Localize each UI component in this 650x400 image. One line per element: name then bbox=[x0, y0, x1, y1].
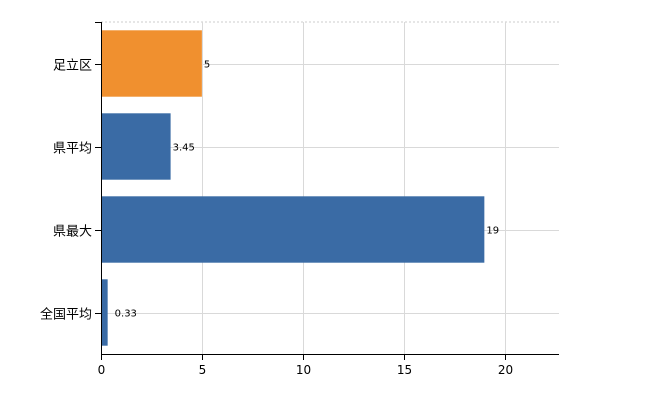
category-label-2: 県最大 bbox=[53, 225, 92, 240]
category-label-3: 全国平均 bbox=[40, 307, 92, 323]
x-tick-label-2: 10 bbox=[296, 363, 311, 377]
bar-3 bbox=[101, 279, 108, 346]
category-label-0: 足立区 bbox=[53, 59, 92, 74]
data-label-1: 3.45 bbox=[173, 143, 195, 154]
bars bbox=[101, 30, 485, 346]
bar-2 bbox=[101, 196, 485, 263]
bar-0 bbox=[101, 30, 202, 97]
bar-1 bbox=[101, 113, 171, 180]
x-tick-label-4: 20 bbox=[498, 363, 513, 377]
category-label-1: 県平均 bbox=[53, 142, 92, 157]
x-tick-label-3: 15 bbox=[397, 363, 412, 377]
axes bbox=[95, 22, 559, 360]
x-tick-label-0: 0 bbox=[98, 363, 106, 377]
data-label-2: 19 bbox=[486, 226, 499, 237]
data-label-0: 5 bbox=[204, 60, 210, 71]
x-tick-label-1: 5 bbox=[199, 363, 207, 377]
data-label-3: 0.33 bbox=[115, 309, 137, 320]
